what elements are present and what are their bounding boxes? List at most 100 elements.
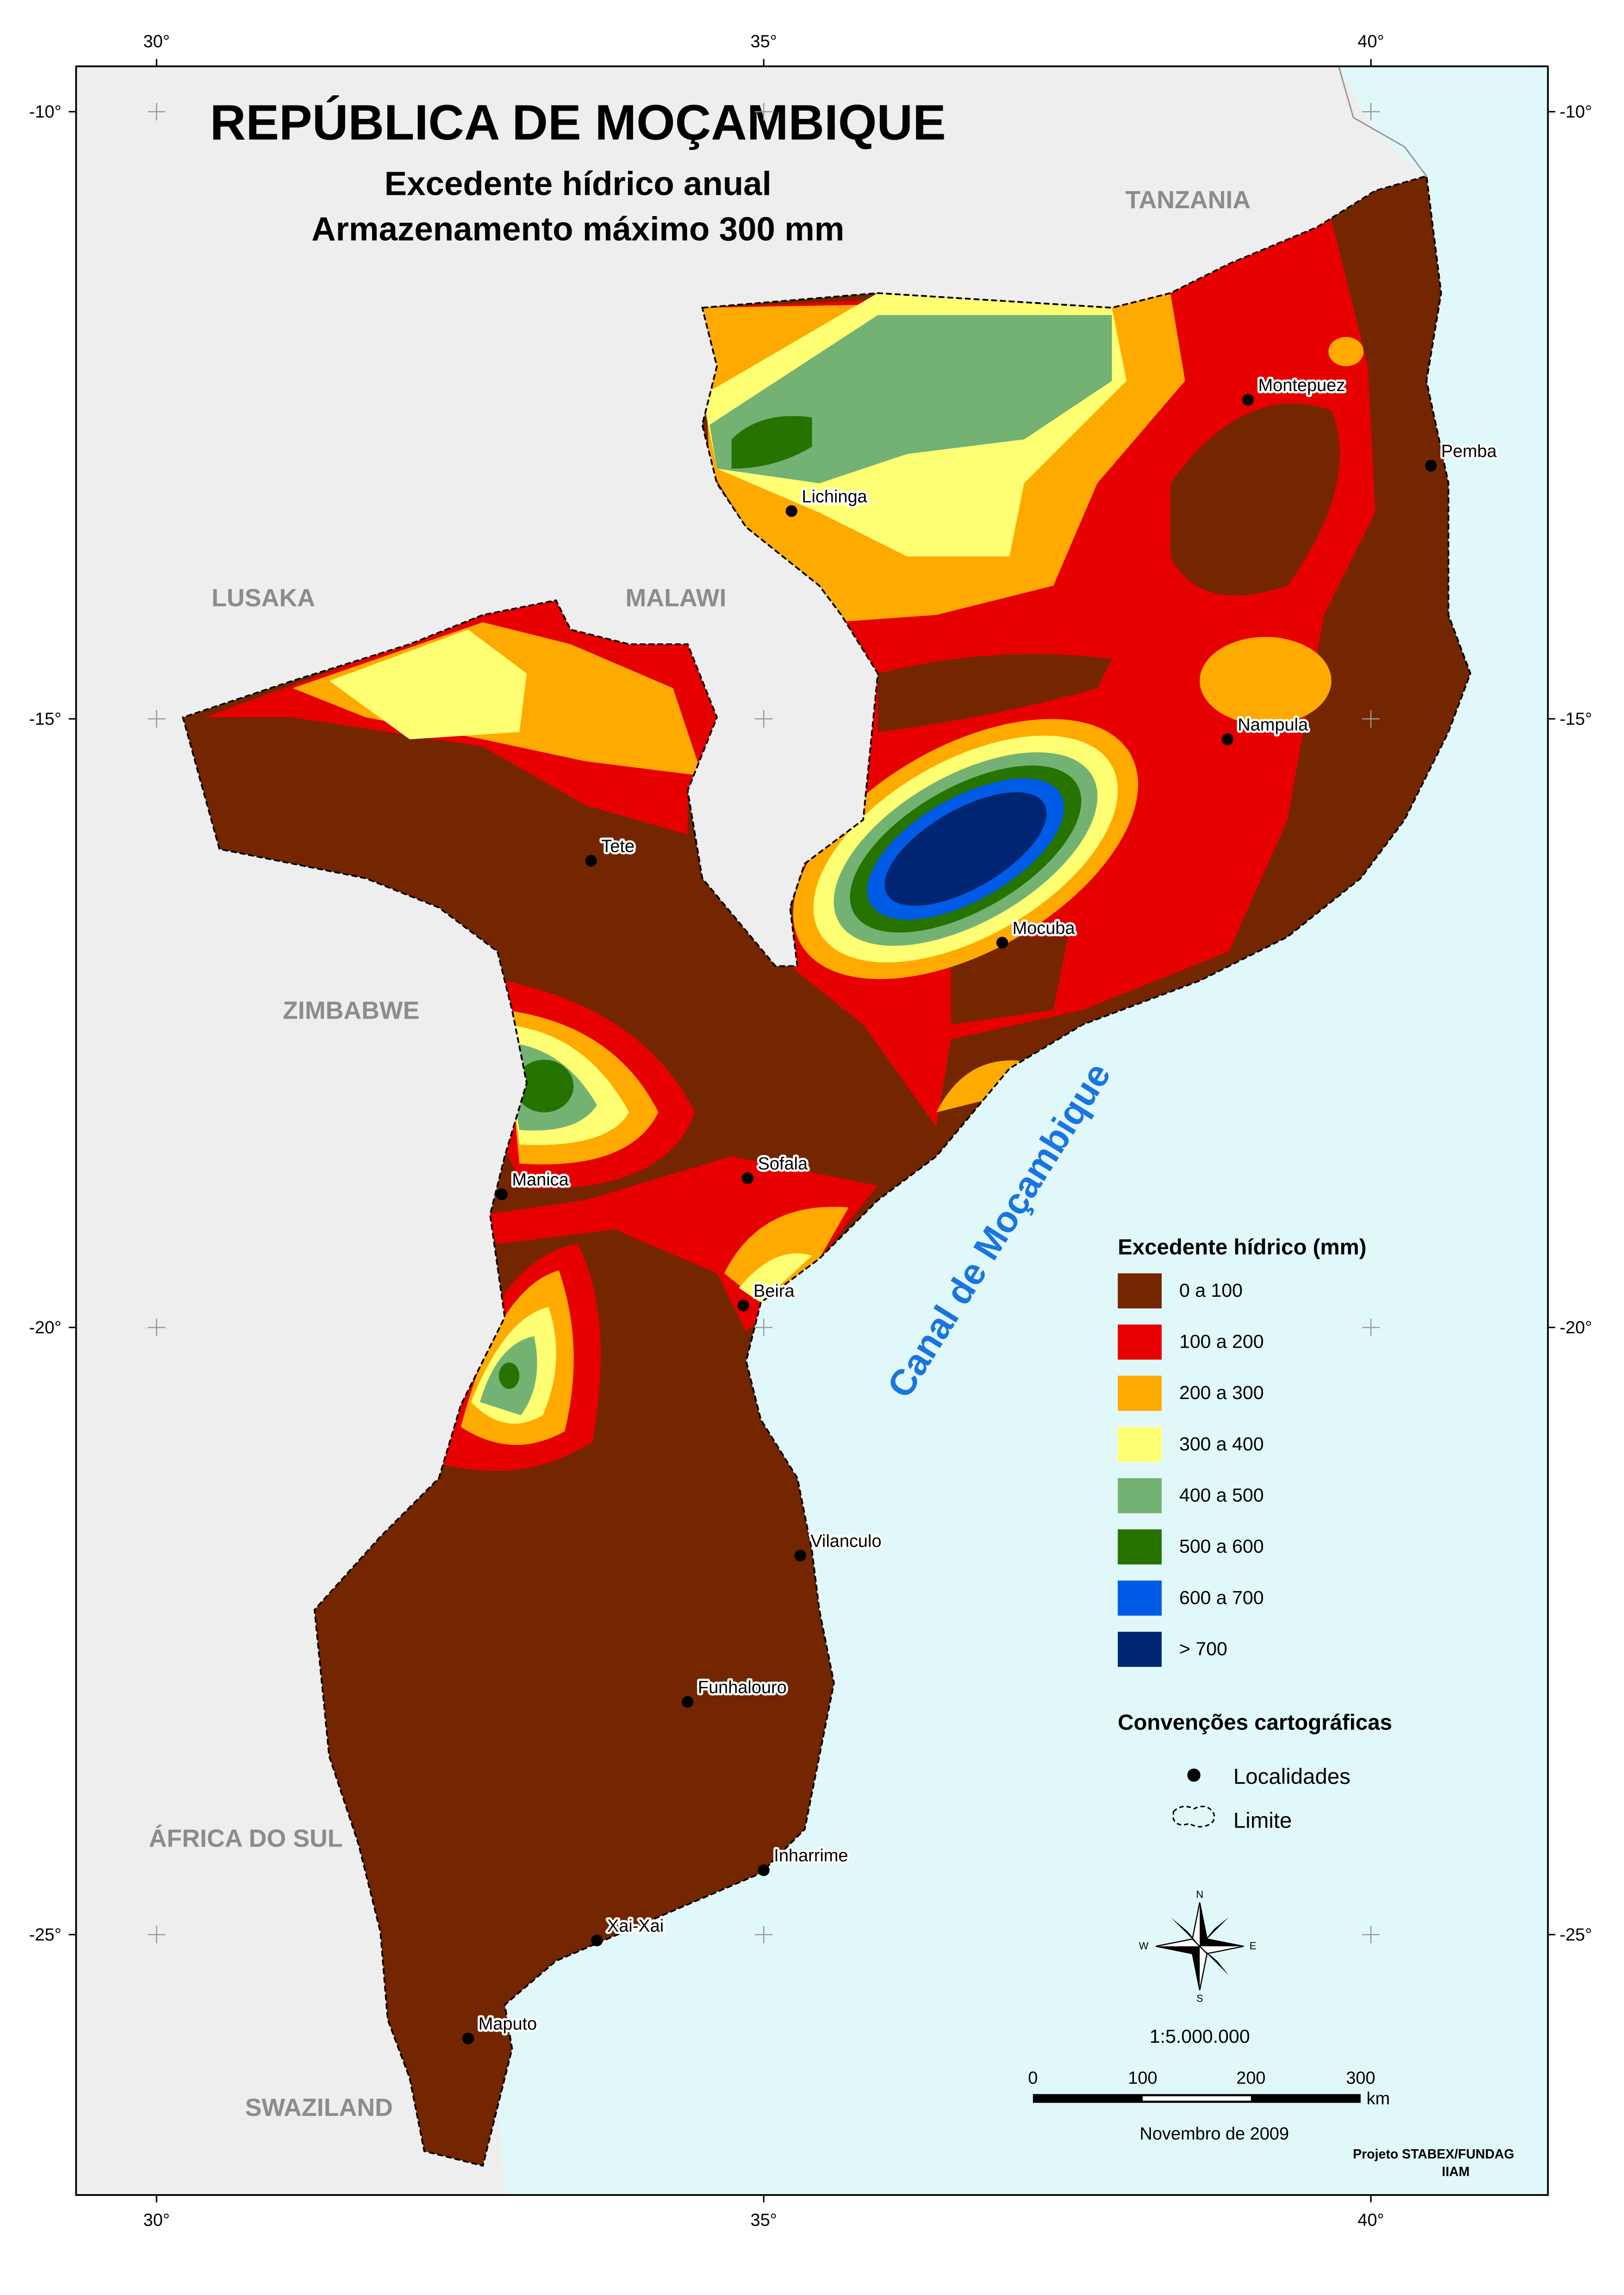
legend-swatch bbox=[1118, 1325, 1162, 1360]
map-title: REPÚBLICA DE MOÇAMBIQUE bbox=[210, 94, 946, 150]
legend-swatch bbox=[1118, 1529, 1162, 1565]
locality-label: Funhalouro bbox=[698, 1678, 787, 1698]
scale-tick: 100 bbox=[1128, 2069, 1157, 2088]
lon-label: 35° bbox=[750, 32, 777, 51]
legend-label: 100 a 200 bbox=[1179, 1331, 1264, 1352]
credit: IIAM bbox=[1442, 2164, 1469, 2179]
grid-cross bbox=[755, 103, 773, 121]
locality bbox=[741, 1172, 754, 1184]
locality bbox=[737, 1300, 749, 1312]
grid-cross bbox=[148, 103, 166, 121]
scale-tick: 0 bbox=[1028, 2069, 1038, 2088]
locality-label: Pemba bbox=[1441, 442, 1497, 461]
legend-label: 0 a 100 bbox=[1179, 1280, 1243, 1301]
grid-cross bbox=[1362, 710, 1380, 728]
locality-label: Maputo bbox=[479, 2015, 537, 2034]
grid-cross bbox=[755, 1926, 773, 1944]
legend-swatch bbox=[1118, 1375, 1162, 1411]
lat-label: -20° bbox=[1560, 1318, 1592, 1337]
locality-label: Nampula bbox=[1238, 715, 1308, 735]
legend-label: 200 a 300 bbox=[1179, 1382, 1264, 1403]
grid-cross bbox=[1362, 1319, 1380, 1337]
legend-label: 600 a 700 bbox=[1179, 1587, 1264, 1608]
lon-label: 35° bbox=[750, 2210, 777, 2230]
convention-label: Localidades bbox=[1233, 1765, 1350, 1789]
conventions-title: Convenções cartográficas bbox=[1118, 1710, 1392, 1735]
grid-cross bbox=[148, 1926, 166, 1944]
locality-label: Manica bbox=[512, 1170, 569, 1190]
sea bbox=[497, 66, 1548, 2195]
credit: Projeto STABEX/FUNDAG bbox=[1353, 2147, 1514, 2162]
legend-swatch bbox=[1118, 1580, 1162, 1616]
locality-label: Xai-Xai bbox=[607, 1916, 664, 1936]
map-frame bbox=[75, 65, 1549, 2196]
scale-bar-segment bbox=[1142, 2096, 1251, 2101]
lon-label: 30° bbox=[143, 2210, 170, 2230]
region-label: SWAZILAND bbox=[245, 2094, 392, 2121]
locality-label: Tete bbox=[601, 837, 635, 856]
border bbox=[1338, 66, 1427, 177]
grid-cross bbox=[148, 710, 166, 728]
zone bbox=[329, 629, 527, 740]
locality bbox=[785, 505, 797, 517]
scale-tick: 300 bbox=[1346, 2069, 1375, 2088]
zone bbox=[1258, 191, 1471, 937]
zone bbox=[498, 1362, 520, 1389]
lat-label: -15° bbox=[1560, 709, 1592, 729]
grid-cross bbox=[1362, 103, 1380, 121]
grid-cross bbox=[148, 1319, 166, 1337]
locality-label: Inharrime bbox=[774, 1846, 848, 1866]
zone bbox=[884, 792, 1047, 906]
lat-label: -20° bbox=[29, 1318, 62, 1337]
zone bbox=[1200, 637, 1332, 725]
lat-label: -25° bbox=[29, 1925, 62, 1945]
compass-label: E bbox=[1250, 1940, 1257, 1952]
locality bbox=[682, 1696, 694, 1708]
legend-swatch bbox=[1118, 1273, 1162, 1309]
grid-cross bbox=[1362, 1926, 1380, 1944]
legend-label: 300 a 400 bbox=[1179, 1433, 1264, 1455]
locality bbox=[758, 1864, 770, 1876]
region-label: ÁFRICA DO SUL bbox=[149, 1825, 343, 1853]
locality bbox=[1425, 460, 1437, 472]
region-label: MALAWI bbox=[626, 584, 727, 612]
zone bbox=[1328, 337, 1364, 367]
zone bbox=[936, 1060, 1024, 1113]
date: Novembro de 2009 bbox=[1140, 2124, 1289, 2144]
locality-label: Sofala bbox=[758, 1154, 808, 1174]
locality bbox=[996, 937, 1008, 949]
region-label: TANZANIA bbox=[1126, 186, 1251, 214]
compass-label: S bbox=[1196, 1993, 1203, 2004]
locality bbox=[585, 855, 597, 867]
locality bbox=[794, 1549, 806, 1562]
region-label: ZIMBABWE bbox=[283, 996, 420, 1024]
locality-label: Mocuba bbox=[1013, 919, 1076, 938]
map-subtitle: Armazenamento máximo 300 mm bbox=[311, 211, 844, 248]
locality bbox=[1221, 733, 1233, 746]
locality bbox=[462, 2033, 474, 2045]
zone bbox=[731, 416, 812, 469]
lat-label: -25° bbox=[1560, 1925, 1592, 1945]
legend-swatch bbox=[1118, 1427, 1162, 1462]
lat-label: -15° bbox=[29, 709, 62, 729]
map-subtitle: Excedente hídrico anual bbox=[385, 165, 772, 203]
region-label: LUSAKA bbox=[212, 584, 315, 612]
legend-swatch bbox=[1118, 1631, 1162, 1667]
locality-label: Lichinga bbox=[802, 487, 867, 506]
lon-label: 40° bbox=[1357, 32, 1384, 51]
locality-label: Vilanculo bbox=[810, 1532, 881, 1551]
zone bbox=[739, 1253, 812, 1303]
zone bbox=[1170, 404, 1340, 596]
limit-symbol bbox=[1172, 1805, 1215, 1828]
compass-label: N bbox=[1196, 1889, 1203, 1900]
legend-title: Excedente hídrico (mm) bbox=[1118, 1235, 1366, 1259]
locality-label: Montepuez bbox=[1258, 376, 1345, 395]
grid-cross bbox=[755, 710, 773, 728]
legend-swatch bbox=[1118, 1478, 1162, 1513]
legend-label: > 700 bbox=[1179, 1638, 1227, 1659]
scale-unit: km bbox=[1367, 2089, 1390, 2108]
convention-label: Limite bbox=[1233, 1808, 1292, 1833]
zone bbox=[951, 937, 1068, 1025]
